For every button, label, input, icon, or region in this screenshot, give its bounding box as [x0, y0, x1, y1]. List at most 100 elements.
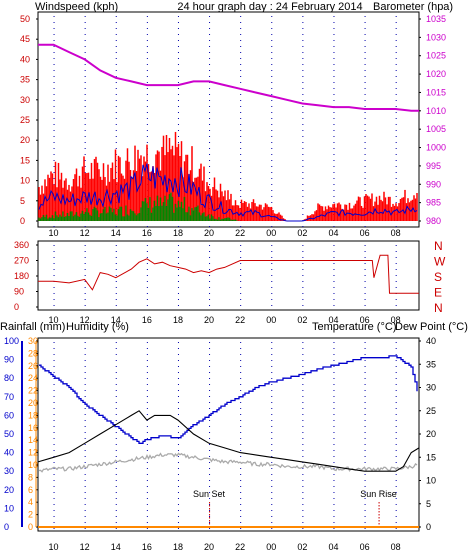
- grid-dot: [53, 528, 55, 529]
- grid-dot: [177, 52, 179, 53]
- grid-dot: [364, 408, 366, 409]
- grid-dot: [271, 106, 273, 107]
- grid-dot: [240, 438, 242, 439]
- grid-dot: [302, 160, 304, 161]
- grid-dot: [209, 226, 211, 227]
- grid-dot: [209, 402, 211, 403]
- grid-dot: [53, 58, 55, 59]
- grid-dot: [84, 305, 86, 306]
- grid-dot: [115, 468, 117, 469]
- grid-dot: [115, 281, 117, 282]
- grid-dot: [177, 293, 179, 294]
- wind-y-tick: 50: [20, 14, 30, 24]
- grid-dot: [395, 172, 397, 173]
- rain-y-tick: 16: [28, 423, 38, 433]
- grid-dot: [395, 82, 397, 83]
- grid-dot: [115, 124, 117, 125]
- grid-dot: [209, 426, 211, 427]
- grid-dot: [177, 82, 179, 83]
- grid-dot: [395, 432, 397, 433]
- grid-dot: [302, 468, 304, 469]
- grid-dot: [146, 480, 148, 481]
- grid-dot: [115, 287, 117, 288]
- grid-dot: [115, 378, 117, 379]
- grid-dot: [53, 118, 55, 119]
- grid-dot: [302, 432, 304, 433]
- grid-dot: [333, 28, 335, 29]
- grid-dot: [271, 40, 273, 41]
- grid-dot: [302, 257, 304, 258]
- grid-dot: [271, 52, 273, 53]
- grid-dot: [395, 136, 397, 137]
- grid-dot: [364, 106, 366, 107]
- grid-dot: [333, 510, 335, 511]
- grid-dot: [53, 444, 55, 445]
- wind-y-tick: 0: [20, 216, 25, 226]
- grid-dot: [84, 456, 86, 457]
- grid-dot: [53, 76, 55, 77]
- grid-dot: [395, 70, 397, 71]
- grid-dot: [115, 342, 117, 343]
- grid-dot: [364, 16, 366, 17]
- grid-dot: [271, 251, 273, 252]
- annotation-marker: [378, 514, 380, 516]
- grid-dot: [302, 178, 304, 179]
- grid-dot: [177, 528, 179, 529]
- grid-dot: [333, 82, 335, 83]
- grid-dot: [209, 100, 211, 101]
- x-tick-label: 20: [204, 315, 214, 325]
- grid-dot: [177, 136, 179, 137]
- grid-dot: [84, 28, 86, 29]
- grid-dot: [53, 456, 55, 457]
- grid-dot: [177, 275, 179, 276]
- grid-dot: [364, 34, 366, 35]
- grid-dot: [271, 34, 273, 35]
- grid-dot: [240, 34, 242, 35]
- grid-dot: [364, 160, 366, 161]
- grid-dot: [209, 245, 211, 246]
- grid-dot: [209, 58, 211, 59]
- grid-dot: [271, 486, 273, 487]
- grid-dot: [177, 360, 179, 361]
- grid-dot: [364, 456, 366, 457]
- grid-dot: [209, 251, 211, 252]
- grid-dot: [364, 28, 366, 29]
- grid-dot: [240, 251, 242, 252]
- grid-dot: [53, 354, 55, 355]
- grid-dot: [115, 396, 117, 397]
- grid-dot: [209, 52, 211, 53]
- grid-dot: [240, 299, 242, 300]
- grid-dot: [302, 474, 304, 475]
- grid-dot: [209, 498, 211, 499]
- grid-dot: [333, 269, 335, 270]
- grid-dot: [395, 245, 397, 246]
- grid-dot: [240, 154, 242, 155]
- grid-dot: [333, 402, 335, 403]
- grid-dot: [115, 504, 117, 505]
- baro-y-tick: 1015: [426, 87, 446, 97]
- grid-dot: [333, 46, 335, 47]
- grid-dot: [115, 402, 117, 403]
- grid-dot: [209, 148, 211, 149]
- grid-dot: [146, 251, 148, 252]
- grid-dot: [240, 257, 242, 258]
- grid-dot: [146, 142, 148, 143]
- grid-dot: [177, 456, 179, 457]
- grid-dot: [364, 492, 366, 493]
- grid-dot: [333, 390, 335, 391]
- grid-dot: [240, 148, 242, 149]
- grid-dot: [53, 70, 55, 71]
- grid-dot: [240, 226, 242, 227]
- grid-dot: [364, 76, 366, 77]
- grid-dot: [240, 432, 242, 433]
- grid-dot: [333, 190, 335, 191]
- grid-dot: [53, 154, 55, 155]
- grid-dot: [271, 342, 273, 343]
- grid-dot: [177, 118, 179, 119]
- grid-dot: [395, 106, 397, 107]
- grid-dot: [240, 263, 242, 264]
- grid-dot: [271, 124, 273, 125]
- grid-dot: [333, 136, 335, 137]
- grid-dot: [333, 34, 335, 35]
- grid-dot: [53, 372, 55, 373]
